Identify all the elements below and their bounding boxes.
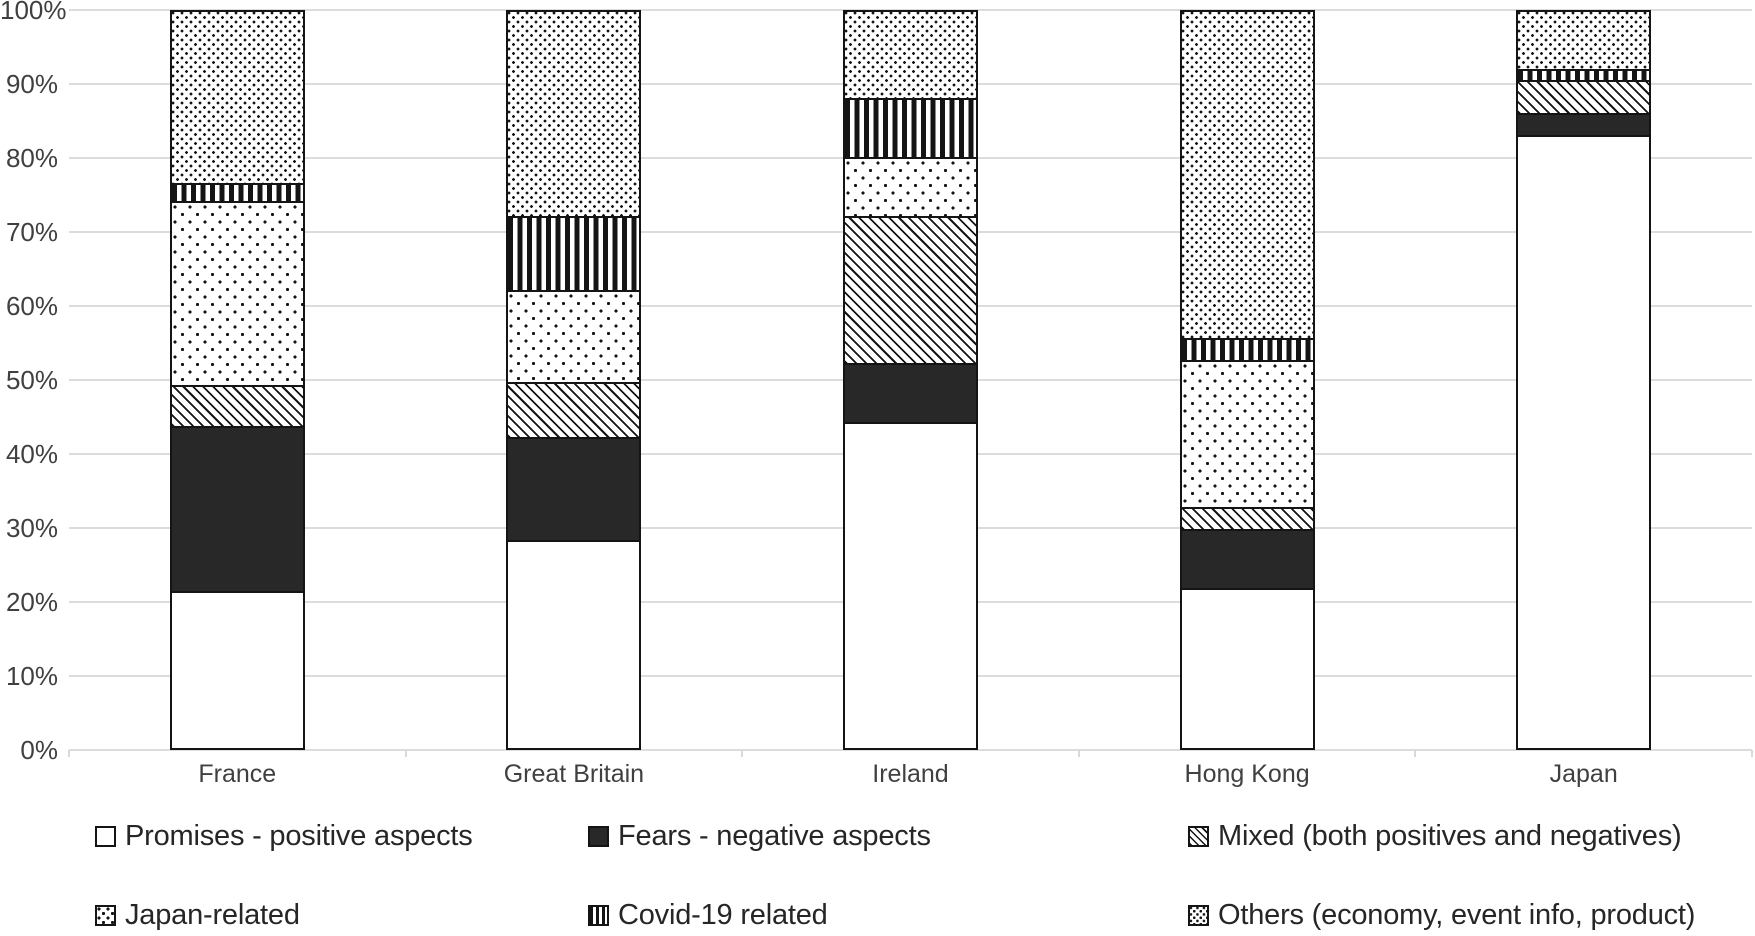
legend-item-japan: Japan-related [95,897,300,933]
segment-mixed-japan [1518,81,1650,116]
segment-covid-great-britain [508,218,640,292]
segment-others-japan [1518,12,1650,71]
legend-item-mixed: Mixed (both positives and negatives) [1188,818,1682,854]
legend-label-japan: Japan-related [125,898,300,931]
x-axis-tick-mark [1414,750,1417,757]
segment-mixed-hong-kong [1181,508,1313,531]
y-axis-tick-label: 40% [5,439,58,469]
legend-swatch-white-empty-icon [95,825,116,847]
segment-fears-ireland [845,365,976,425]
segment-covid-france [171,184,303,204]
segment-fears-great-britain [508,438,640,542]
y-axis-tick-label: 100% [0,0,67,25]
y-axis-tick-label: 90% [5,69,58,99]
bar-france [169,10,305,750]
legend-label-covid: Covid-19 related [618,898,828,931]
segment-promises-ireland [845,424,976,748]
y-axis-tick-label: 60% [5,291,58,321]
y-axis-tick-label: 80% [5,143,58,173]
gridline-0% [69,749,1752,751]
y-axis-tick-label: 50% [5,365,58,395]
x-axis-tick-mark [404,750,407,757]
x-axis-tick-mark [741,750,744,757]
legend-swatch-vertical-stripes-icon [588,904,609,926]
bar-ireland [843,10,978,750]
segment-covid-hong-kong [1181,339,1313,362]
segment-others-great-britain [508,12,640,219]
bar-great-britain [506,10,642,750]
segment-mixed-great-britain [508,383,640,439]
legend-swatch-dense-dots-icon [1188,904,1209,926]
segment-mixed-ireland [845,218,976,366]
segment-others-france [171,12,303,185]
bar-japan [1516,10,1652,750]
legend-label-promises: Promises - positive aspects [125,819,473,852]
legend-item-covid: Covid-19 related [588,897,828,933]
legend-item-others: Others (economy, event info, product) [1188,897,1695,933]
segment-fears-hong-kong [1181,530,1313,590]
legend-item-promises: Promises - positive aspects [95,818,473,854]
category-label-japan: Japan [1549,760,1618,788]
y-axis-tick-label: 20% [5,587,58,617]
legend-item-fears: Fears - negative aspects [588,818,931,854]
x-axis-tick-mark [68,750,70,757]
segment-promises-france [171,593,303,748]
y-axis-tick-label: 0% [20,735,58,765]
segment-fears-france [171,427,303,594]
segment-covid-japan [1518,70,1650,82]
category-label-great-britain: Great Britain [503,760,645,788]
segment-japan-ireland [845,159,976,219]
segment-promises-great-britain [508,541,640,748]
category-label-hong-kong: Hong Kong [1184,760,1310,788]
category-label-ireland: Ireland [872,760,949,788]
segment-japan-great-britain [508,291,640,384]
segment-covid-ireland [845,100,976,160]
legend-swatch-solid-dark-icon [588,825,609,847]
legend-label-others: Others (economy, event info, product) [1218,898,1696,931]
y-axis-tick-label: 70% [5,217,58,247]
segment-mixed-france [171,387,303,428]
x-axis-tick-mark [1077,750,1080,757]
segment-others-hong-kong [1181,12,1313,340]
segment-japan-hong-kong [1181,361,1313,509]
y-axis-tick-label: 10% [5,661,58,691]
x-axis-tick-mark [1751,750,1753,757]
legend-label-fears: Fears - negative aspects [618,819,931,852]
bar-hong-kong [1179,10,1315,750]
segment-promises-hong-kong [1181,589,1313,748]
segment-others-ireland [845,12,976,101]
segment-fears-japan [1518,115,1650,138]
y-axis-tick-label: 30% [5,513,58,543]
legend-swatch-diagonal-hatch-icon [1188,825,1209,847]
segment-japan-france [171,203,303,388]
category-label-france: France [198,760,277,788]
legend-swatch-sparse-dots-icon [95,904,116,926]
legend-label-mixed: Mixed (both positives and negatives) [1218,819,1682,852]
segment-promises-japan [1518,137,1650,748]
